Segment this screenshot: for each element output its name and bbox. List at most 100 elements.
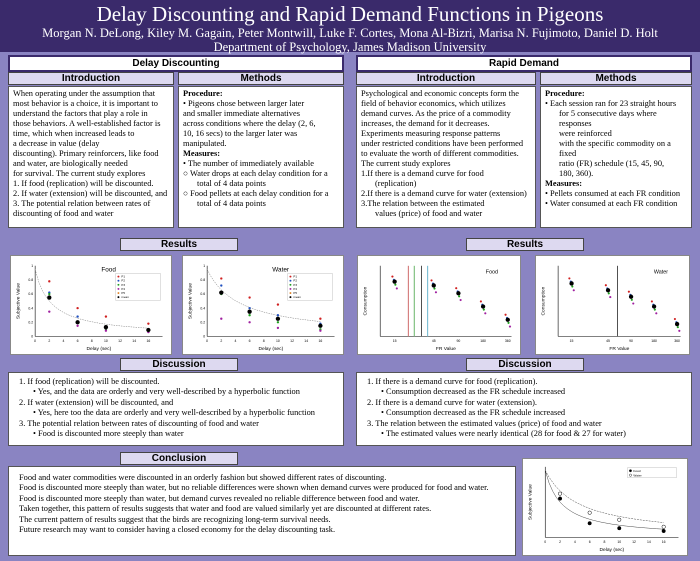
water-discounting-chart: 0 2 4 6 8 10 12 14 16 0 0.2 0.4 0.6 0.8 1 Delay (sec) Su… xyxy=(182,255,344,355)
text-line: • Pigeons chose between larger later xyxy=(183,99,305,108)
section-rapid-demand: Rapid Demand xyxy=(356,55,692,72)
text-line: ratio (FR) schedule (15, 45, 90, xyxy=(559,159,665,168)
x-tick-label: 2 xyxy=(48,339,50,343)
text-line: 3. The relation between the estimated va… xyxy=(367,418,602,428)
x-axis-label: Delay (sec) xyxy=(600,547,625,553)
text-line: • Water consumed at each FR condition xyxy=(545,199,678,208)
mean-point xyxy=(219,290,224,295)
legend-marker xyxy=(289,287,292,290)
text-line: Future research may want to consider hav… xyxy=(19,525,336,535)
individual-point xyxy=(479,300,482,303)
series-point xyxy=(558,491,563,496)
legend-label: P1 xyxy=(293,275,297,279)
text-line: 2. If water (extension) will be discount… xyxy=(19,397,174,407)
individual-point xyxy=(673,317,676,321)
text-line: When operating under the assumption that xyxy=(13,89,156,98)
individual-point xyxy=(676,326,679,329)
y-tick-label: 1 xyxy=(203,264,205,268)
delay-measures-label: Measures: xyxy=(183,149,221,158)
x-tick-label: 180 xyxy=(651,339,657,343)
text-line: 10, 16 secs) to the larger later was xyxy=(183,129,298,138)
individual-point xyxy=(48,310,51,313)
mean-point xyxy=(628,294,634,299)
text-line: Psychological and economic concepts form… xyxy=(361,89,519,98)
y-tick-label: 0.8 xyxy=(28,278,33,282)
x-tick-label: 8 xyxy=(263,339,265,343)
legend-marker xyxy=(117,275,120,278)
individual-point xyxy=(220,277,223,280)
text-line: 2.If there is a demand curve for water (… xyxy=(361,189,527,198)
mean-point xyxy=(275,316,281,321)
x-tick-label: 16 xyxy=(146,339,150,343)
legend-label: Water xyxy=(633,473,641,477)
individual-point xyxy=(220,284,223,287)
mean-point xyxy=(674,321,680,327)
chart-title: Water xyxy=(272,267,290,274)
x-tick-label: 90 xyxy=(457,339,461,343)
text-line: those behaviors. A well-established fact… xyxy=(13,119,161,128)
legend-marker xyxy=(289,279,292,282)
individual-point xyxy=(458,295,461,298)
y-tick-label: 0.6 xyxy=(28,292,33,296)
x-tick-label: 0 xyxy=(544,540,546,544)
text-line: increases, the demand for it decreases. xyxy=(361,119,490,128)
individual-point xyxy=(276,303,280,306)
text-line: 2. If there is a demand curve for water … xyxy=(367,397,537,407)
text-line: 1. If there is a demand curve for food (… xyxy=(367,377,538,386)
x-tick-label: 6 xyxy=(589,540,591,544)
individual-point xyxy=(76,315,79,318)
text-line: 1. If food (replication) will be discoun… xyxy=(13,179,154,188)
delay-intro-text: When operating under the assumption that… xyxy=(8,86,174,228)
text-line: demand curves. As the price of a commodi… xyxy=(361,109,511,118)
x-tick-label: 10 xyxy=(617,540,621,544)
legend-label: P4 xyxy=(121,287,125,291)
demand-intro-heading: Introduction xyxy=(356,72,536,85)
text-line: total of 4 data points xyxy=(197,179,266,188)
legend-marker xyxy=(117,296,120,299)
x-axis-label: Delay (sec) xyxy=(86,346,111,352)
text-line: time, which when increased leads to xyxy=(13,129,135,138)
text-line: 1.If there is a demand curve for food xyxy=(361,169,484,178)
text-line: 3. The potential relation between rates … xyxy=(13,199,151,208)
text-line: Food and water commodities were discount… xyxy=(19,473,387,482)
demand-discussion-text: 1. If there is a demand curve for food (… xyxy=(356,372,692,446)
text-line: • Yes, here too the data are orderly and… xyxy=(33,408,315,418)
poster-authors: Morgan N. DeLong, Kiley M. Gagain, Peter… xyxy=(42,26,658,40)
individual-point xyxy=(653,308,656,311)
individual-point xyxy=(220,317,223,320)
legend-label: Food xyxy=(633,469,640,473)
text-line: ○ Water drops at each delay condition fo… xyxy=(183,169,328,178)
text-line: Experiments measuring response patterns xyxy=(361,129,501,138)
individual-point xyxy=(571,285,574,288)
individual-point xyxy=(48,280,51,283)
text-line: for 5 consecutive days where responses xyxy=(559,109,657,128)
legend-label: P4 xyxy=(293,287,297,291)
individual-point xyxy=(650,300,653,303)
y-tick-label: 0.4 xyxy=(200,306,205,310)
section-delay-discounting: Delay Discounting xyxy=(8,55,344,72)
x-tick-label: 14 xyxy=(304,339,308,343)
individual-point xyxy=(395,287,398,290)
legend-label: P3 xyxy=(293,283,297,287)
fit-curve xyxy=(34,269,149,329)
individual-point xyxy=(568,277,571,280)
legend-marker xyxy=(289,275,292,278)
text-line: discounting). Primary reinforcers, like … xyxy=(13,149,159,158)
individual-point xyxy=(627,290,630,293)
text-line: field of behavior economics, which utili… xyxy=(361,99,506,108)
text-line: 3.The relation between the estimated xyxy=(361,199,485,208)
demand-measures-label: Measures: xyxy=(545,179,583,188)
legend-label: mean xyxy=(293,295,301,299)
individual-point xyxy=(104,329,108,332)
delay-methods-text: Procedure: • Pigeons chose between large… xyxy=(178,86,344,228)
x-tick-label: 12 xyxy=(632,540,636,544)
legend-label: P2 xyxy=(121,279,125,283)
mean-point xyxy=(651,304,657,309)
series-point xyxy=(587,521,592,526)
mean-point xyxy=(605,288,611,293)
x-axis-label: Delay (sec) xyxy=(258,346,283,352)
x-tick-label: 0 xyxy=(206,339,208,343)
y-tick-label: 0.6 xyxy=(200,292,205,296)
mean-point xyxy=(47,295,52,300)
x-tick-label: 45 xyxy=(606,339,610,343)
